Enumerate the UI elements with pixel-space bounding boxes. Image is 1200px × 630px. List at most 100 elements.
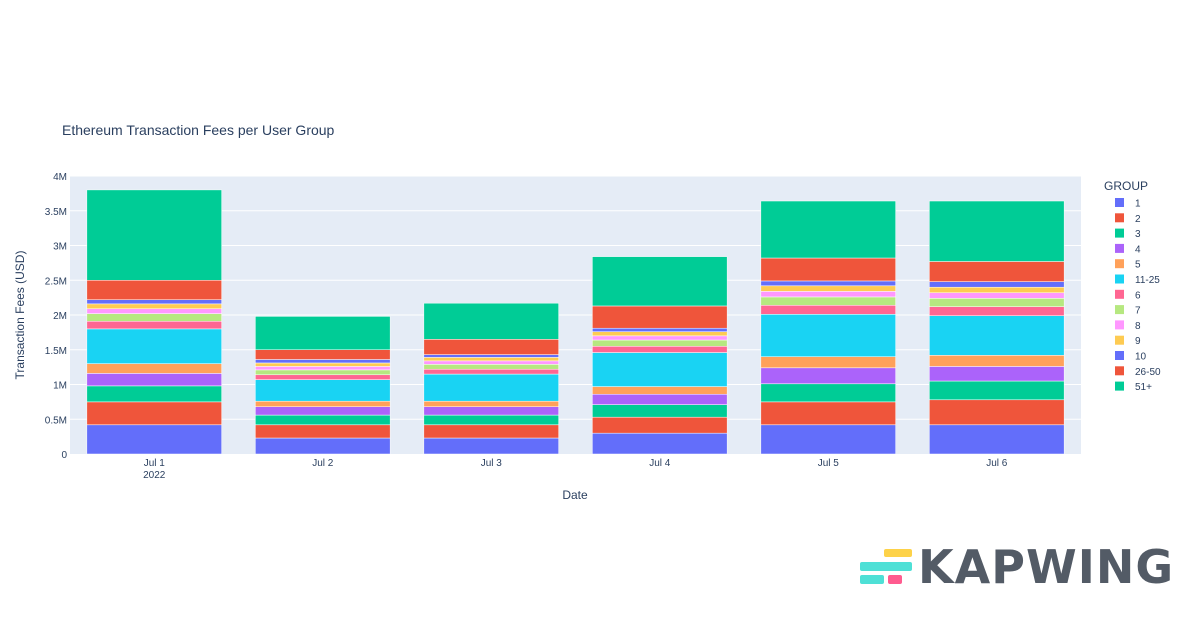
bar-segment-3-jul-1 bbox=[86, 385, 222, 403]
legend-item-label: 51+ bbox=[1135, 382, 1152, 393]
bar-segment-6-jul-2 bbox=[255, 374, 391, 380]
bar-segment-10-jul-3 bbox=[423, 354, 559, 358]
bar-segment-8-jul-3 bbox=[423, 360, 559, 365]
bar-segment-11-25-jul-6 bbox=[929, 315, 1065, 356]
bar-segment-5-jul-5 bbox=[760, 356, 896, 369]
legend-item-label: 10 bbox=[1135, 352, 1147, 363]
legend-swatch bbox=[1115, 213, 1124, 223]
bar-segment-26-50-jul-6 bbox=[929, 261, 1065, 282]
legend-item-label: 9 bbox=[1135, 336, 1141, 347]
legend-item-label: 1 bbox=[1135, 199, 1141, 210]
bar-segment-26-50-jul-2 bbox=[255, 349, 391, 360]
bar-segment-2-jul-4 bbox=[592, 416, 728, 434]
logo-bar-teal bbox=[860, 562, 912, 571]
bar-segment-10-jul-4 bbox=[592, 327, 728, 332]
bar-segment-4-jul-5 bbox=[760, 367, 896, 385]
legend-swatch bbox=[1115, 305, 1124, 315]
bar-segment-8-jul-6 bbox=[929, 292, 1065, 299]
bar-segment-6-jul-3 bbox=[423, 368, 559, 375]
y-tick-label: 3M bbox=[53, 242, 67, 253]
bar-segment-26-50-jul-5 bbox=[760, 257, 896, 282]
legend-item-label: 3 bbox=[1135, 229, 1141, 240]
bar-segment-26-50-jul-4 bbox=[592, 305, 728, 329]
x-tick-label: Jul 2 bbox=[312, 458, 334, 469]
bar-segment-26-50-jul-1 bbox=[86, 280, 222, 300]
bar-segment-2-jul-6 bbox=[929, 399, 1065, 426]
legend-item-label: 11-25 bbox=[1135, 275, 1160, 286]
bar-segment-3-jul-4 bbox=[592, 404, 728, 418]
y-tick-label: 0.5M bbox=[45, 415, 67, 426]
bar-segment-10-jul-2 bbox=[255, 359, 391, 364]
logo-bar-teal-short bbox=[860, 575, 884, 584]
gridlines bbox=[70, 175, 1081, 420]
bar-segment-51--jul-1 bbox=[86, 189, 222, 281]
bar-segment-2-jul-3 bbox=[423, 424, 559, 439]
bar-segment-11-25-jul-4 bbox=[592, 352, 728, 387]
y-tick-label: 1M bbox=[53, 381, 67, 392]
bar-segment-3-jul-5 bbox=[760, 383, 896, 403]
bar-segment-26-50-jul-3 bbox=[423, 339, 559, 355]
legend-swatch bbox=[1115, 198, 1124, 207]
bar-segment-8-jul-5 bbox=[760, 291, 896, 298]
bar-segment-6-jul-6 bbox=[929, 306, 1065, 316]
x-tick-label: Jul 6 bbox=[986, 458, 1008, 469]
legend-swatch bbox=[1115, 243, 1124, 253]
bar-segment-4-jul-3 bbox=[423, 406, 559, 416]
y-tick-label: 2.5M bbox=[45, 276, 67, 287]
bar-segment-1-jul-5 bbox=[760, 424, 896, 455]
logo-bar-pink bbox=[888, 575, 902, 584]
watermark-text: KAPWING bbox=[918, 540, 1175, 594]
bar-segment-5-jul-6 bbox=[929, 355, 1065, 367]
chart-title: Ethereum Transaction Fees per User Group bbox=[62, 122, 335, 138]
legend-swatch bbox=[1115, 228, 1124, 238]
legend-item-label: 4 bbox=[1135, 244, 1141, 255]
y-tick-label: 0 bbox=[61, 450, 67, 461]
bar-segment-3-jul-3 bbox=[423, 414, 559, 426]
legend-item-label: 26-50 bbox=[1135, 367, 1161, 378]
bar-segment-1-jul-3 bbox=[423, 437, 559, 455]
x-tick-label: Jul 5 bbox=[818, 458, 840, 469]
bar-segment-8-jul-2 bbox=[255, 366, 391, 371]
bar-segment-5-jul-3 bbox=[423, 400, 559, 407]
bar-segment-9-jul-1 bbox=[86, 303, 222, 309]
legend-swatch bbox=[1115, 366, 1124, 376]
bar-segment-1-jul-2 bbox=[255, 437, 391, 455]
bar-segment-9-jul-3 bbox=[423, 357, 559, 362]
bar-segment-9-jul-2 bbox=[255, 362, 391, 367]
y-tick-label: 3.5M bbox=[45, 207, 67, 218]
bar-segment-7-jul-6 bbox=[929, 298, 1065, 307]
x-tick-label: Jul 1 bbox=[144, 458, 166, 469]
bar-segment-10-jul-6 bbox=[929, 281, 1065, 288]
x-tick-label: Jul 3 bbox=[481, 458, 503, 469]
bar-segment-2-jul-2 bbox=[255, 424, 391, 439]
bar-segment-1-jul-1 bbox=[86, 424, 222, 455]
bar-segment-3-jul-6 bbox=[929, 380, 1065, 401]
bar-segment-1-jul-4 bbox=[592, 432, 728, 455]
legend-swatch bbox=[1115, 274, 1124, 284]
bar-segment-1-jul-6 bbox=[929, 424, 1065, 455]
bars bbox=[86, 189, 1065, 455]
y-tick-label: 1.5M bbox=[45, 346, 67, 357]
bar-segment-9-jul-5 bbox=[760, 285, 896, 292]
bar-segment-5-jul-4 bbox=[592, 386, 728, 395]
legend-item-label: 5 bbox=[1135, 260, 1141, 271]
bar-segment-7-jul-4 bbox=[592, 339, 728, 347]
bar-segment-6-jul-4 bbox=[592, 346, 728, 353]
bar-segment-10-jul-1 bbox=[86, 299, 222, 305]
bar-segment-2-jul-5 bbox=[760, 401, 896, 426]
legend-item-label: 2 bbox=[1135, 214, 1141, 225]
legend-swatch bbox=[1115, 259, 1124, 269]
legend: 1 2 3 4 5 11-25 6 7 8 9 10 26-50 51+ bbox=[1115, 198, 1161, 393]
kapwing-logo-icon bbox=[860, 549, 912, 584]
legend-swatch bbox=[1115, 289, 1124, 299]
y-tick-label: 4M bbox=[53, 172, 67, 183]
bar-segment-8-jul-4 bbox=[592, 335, 728, 341]
legend-item-label: 6 bbox=[1135, 290, 1141, 301]
y-axis-title: Transaction Fees (USD) bbox=[13, 251, 27, 380]
bar-segment-6-jul-5 bbox=[760, 305, 896, 315]
x-axis-title: Date bbox=[562, 488, 588, 502]
bar-segment-10-jul-5 bbox=[760, 280, 896, 287]
x-tick-label: Jul 4 bbox=[649, 458, 671, 469]
